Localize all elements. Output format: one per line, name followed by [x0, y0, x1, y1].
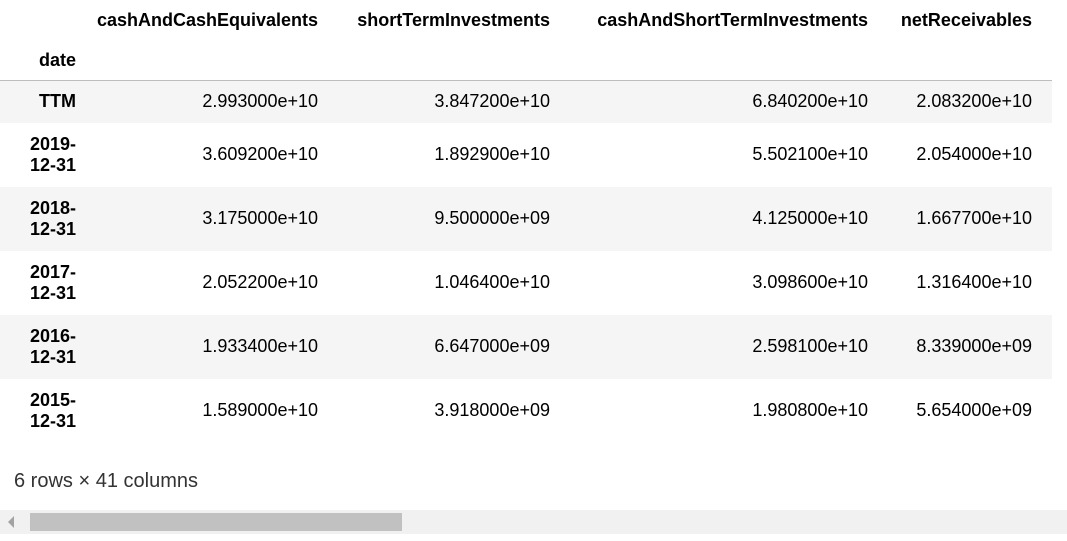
horizontal-scrollbar[interactable] [0, 510, 1067, 534]
row-index: 2017-12-31 [29, 261, 76, 303]
column-header: shortTermInvestments [357, 9, 550, 30]
table-cell: 2.598100e+10 [752, 336, 868, 356]
table-cell: 1.667700e+10 [916, 208, 1032, 228]
column-header: cashAndCashEquivalents [96, 9, 318, 30]
table-row: 2017-12-31 2.052200e+10 1.046400e+10 3.0… [0, 251, 1052, 315]
table-cell: 3.847200e+10 [434, 91, 550, 112]
dataframe-table: cashAndCashEquivalents shortTermInvestme… [0, 0, 1052, 443]
dataframe-output: cashAndCashEquivalents shortTermInvestme… [0, 0, 1052, 443]
scroll-left-arrow-icon[interactable] [8, 516, 14, 528]
row-index: 2018-12-31 [29, 197, 76, 239]
row-index: 2015-12-31 [29, 389, 76, 431]
table-cell: 2.054000e+10 [916, 144, 1032, 164]
column-header: cashAndShortTermInvestments [597, 9, 868, 30]
column-header: netReceivables [900, 9, 1032, 30]
table-cell: 3.918000e+09 [434, 400, 550, 420]
table-row: TTM 2.993000e+10 3.847200e+10 6.840200e+… [0, 80, 1052, 123]
table-cell: 6.840200e+10 [752, 91, 868, 112]
scrollbar-thumb[interactable] [30, 513, 402, 531]
index-name-row: date [0, 40, 1052, 81]
table-row: 2019-12-31 3.609200e+10 1.892900e+10 5.5… [0, 123, 1052, 187]
table-row: 2018-12-31 3.175000e+10 9.500000e+09 4.1… [0, 186, 1052, 251]
table-cell: 3.175000e+10 [202, 208, 318, 228]
row-index: TTM [39, 91, 76, 112]
table-row: 2015-12-31 1.589000e+10 3.918000e+09 1.9… [0, 379, 1052, 443]
dataframe-shape-label: 6 rows × 41 columns [14, 470, 198, 492]
index-name: date [38, 49, 76, 70]
row-index: 2016-12-31 [29, 325, 76, 367]
table-cell: 3.098600e+10 [752, 272, 868, 292]
column-header-row: cashAndCashEquivalents shortTermInvestme… [0, 0, 1052, 40]
table-cell: 1.980800e+10 [752, 400, 868, 420]
table-cell: 9.500000e+09 [434, 208, 550, 228]
table-cell: 2.052200e+10 [202, 272, 318, 292]
table-cell: 2.083200e+10 [916, 91, 1032, 112]
table-row: 2016-12-31 1.933400e+10 6.647000e+09 2.5… [0, 314, 1052, 379]
table-cell: 3.609200e+10 [202, 144, 318, 164]
table-cell: 8.339000e+09 [916, 336, 1032, 356]
table-cell: 5.502100e+10 [752, 144, 868, 164]
table-cell: 4.125000e+10 [752, 208, 868, 228]
table-cell: 1.316400e+10 [916, 272, 1032, 292]
table-cell: 6.647000e+09 [434, 336, 550, 356]
table-cell: 1.589000e+10 [202, 400, 318, 420]
corner-cell [0, 0, 96, 40]
row-index: 2019-12-31 [29, 133, 76, 175]
table-cell: 1.933400e+10 [202, 336, 318, 356]
table-cell: 1.046400e+10 [434, 272, 550, 292]
table-cell: 2.993000e+10 [202, 91, 318, 112]
table-cell: 5.654000e+09 [916, 400, 1032, 420]
table-cell: 1.892900e+10 [434, 144, 550, 164]
